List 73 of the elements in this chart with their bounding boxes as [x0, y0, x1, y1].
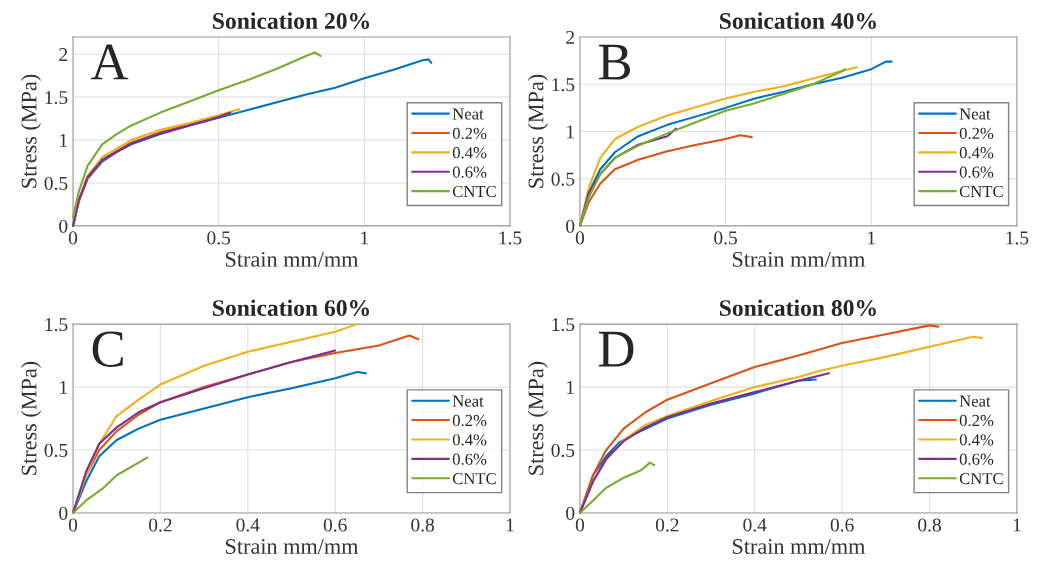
- y-tick-label: 1: [60, 381, 67, 394]
- legend-label: CNTC: [959, 185, 1003, 198]
- annotation: A: [91, 44, 129, 80]
- legend-label: CNTC: [452, 473, 496, 485]
- line-series: [578, 134, 753, 227]
- chart-title: Sonication 60%: [213, 299, 369, 317]
- legend-label: CNTC: [959, 473, 1003, 485]
- legend-label: 0.4%: [959, 434, 994, 446]
- x-tick-label: 1: [506, 518, 514, 532]
- x-tick-label: 1.5: [1006, 231, 1029, 245]
- legend-label: 0.4%: [452, 147, 487, 159]
- y-tick-label: 2: [59, 48, 68, 61]
- y-tick-label: 1: [567, 125, 574, 139]
- x-tick-label: 0.2: [655, 518, 679, 532]
- y-tick-label: 2: [566, 30, 574, 44]
- x-tick-label: 0.8: [918, 518, 941, 532]
- chart-title: Sonication 40%: [719, 12, 876, 30]
- x-tick-label: 1.5: [499, 231, 522, 245]
- annotation: D: [598, 331, 634, 367]
- legend-label: Neat: [452, 108, 484, 120]
- chart-title: Sonication 80%: [719, 299, 876, 317]
- y-axis-title: Stress (MPa): [20, 361, 42, 475]
- y-tick-label: 0: [566, 506, 575, 520]
- legend-label: 0.2%: [452, 414, 487, 427]
- x-tick-label: 0.5: [207, 231, 231, 245]
- y-tick-label: 0.5: [551, 443, 575, 458]
- x-tick-label: 0.6: [830, 518, 854, 532]
- y-tick-label: 0: [566, 219, 575, 233]
- legend-label: CNTC: [452, 185, 496, 198]
- y-tick-label: 0: [59, 506, 68, 520]
- x-tick-label: 1: [1013, 518, 1021, 532]
- y-tick-label: 0.5: [551, 172, 575, 186]
- x-axis-title: Strain mm/mm: [226, 538, 359, 554]
- legend-label: 0.6%: [452, 453, 487, 465]
- x-tick-label: 1: [361, 231, 369, 245]
- annotation: B: [598, 44, 631, 80]
- y-axis-title: Stress (MPa): [527, 361, 548, 475]
- x-axis-title: Strain mm/mm: [732, 538, 866, 554]
- x-tick-label: 0.6: [323, 518, 347, 532]
- line-series: [578, 461, 656, 515]
- x-axis-title: Strain mm/mm: [732, 251, 866, 267]
- y-tick-label: 0: [59, 219, 68, 233]
- y-tick-label: 1.5: [552, 78, 575, 92]
- y-tick-label: 1.5: [45, 91, 68, 105]
- legend-label: 0.2%: [452, 127, 487, 140]
- x-axis-title: Strain mm/mm: [226, 251, 359, 267]
- x-tick-label: 0.8: [411, 518, 435, 532]
- x-tick-label: 0.4: [236, 518, 260, 532]
- y-tick-label: 1: [60, 133, 67, 147]
- legend-label: Neat: [959, 395, 991, 407]
- legend-label: Neat: [959, 108, 991, 120]
- y-tick-label: 1: [567, 381, 574, 394]
- legend-label: 0.6%: [959, 453, 994, 465]
- y-tick-label: 0.5: [44, 176, 68, 191]
- annotation: C: [92, 331, 123, 367]
- legend-label: 0.4%: [452, 434, 487, 446]
- line-series: [71, 456, 149, 515]
- y-tick-label: 1.5: [552, 318, 575, 332]
- legend-label: 0.2%: [959, 414, 994, 427]
- x-tick-label: 0.4: [743, 518, 767, 532]
- y-tick-label: 0.5: [44, 443, 68, 458]
- y-axis-title: Stress (MPa): [20, 74, 42, 188]
- x-tick-label: 0.2: [149, 518, 172, 532]
- y-axis-title: Stress (MPa): [527, 74, 548, 188]
- legend-label: 0.6%: [452, 166, 487, 178]
- y-tick-label: 1.5: [45, 318, 68, 332]
- legend-label: Neat: [452, 395, 484, 407]
- legend-label: 0.2%: [959, 127, 994, 140]
- legend-label: 0.6%: [959, 166, 994, 178]
- x-tick-label: 0.5: [714, 231, 737, 245]
- legend-label: 0.4%: [959, 147, 994, 159]
- chart-title: Sonication 20%: [213, 12, 369, 30]
- x-tick-label: 1: [868, 231, 875, 245]
